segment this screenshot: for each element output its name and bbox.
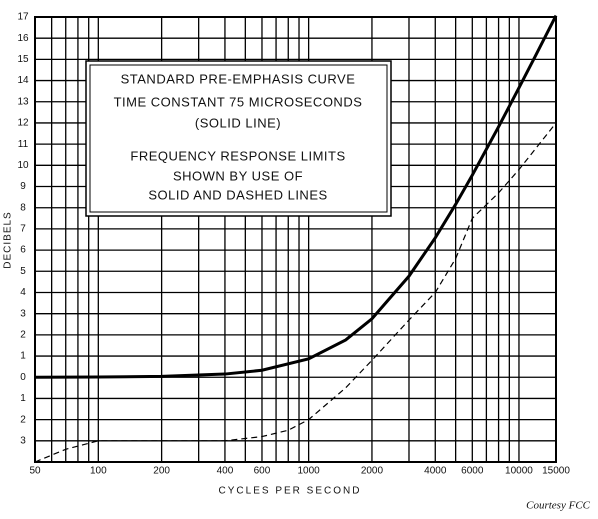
annotation: SHOWN BY USE OF bbox=[173, 168, 303, 183]
x-tick-label: 100 bbox=[90, 466, 107, 477]
y-tick-label: 13 bbox=[17, 96, 29, 107]
y-tick-label: 12 bbox=[17, 118, 29, 129]
y-tick-label: 8 bbox=[20, 202, 26, 213]
x-tick-label: 4000 bbox=[424, 466, 447, 477]
y-tick-label: 7 bbox=[20, 224, 26, 235]
y-tick-label: 5 bbox=[20, 266, 26, 277]
credit: Courtesy FCC bbox=[526, 500, 591, 512]
y-tick-label: 2 bbox=[20, 414, 26, 425]
y-axis-label: DECIBELS bbox=[3, 211, 14, 268]
y-tick-label: 3 bbox=[20, 308, 26, 319]
x-tick-label: 10000 bbox=[505, 466, 533, 477]
y-tick-label: 15 bbox=[17, 54, 29, 65]
annotation: FREQUENCY RESPONSE LIMITS bbox=[130, 148, 345, 163]
y-tick-label: 14 bbox=[17, 75, 29, 86]
y-tick-label: 3 bbox=[20, 435, 26, 446]
x-tick-label: 50 bbox=[29, 466, 41, 477]
x-tick-label: 400 bbox=[217, 466, 234, 477]
annotation-box-inner bbox=[89, 64, 388, 213]
x-tick-label: 6000 bbox=[461, 466, 484, 477]
y-tick-label: 0 bbox=[20, 372, 26, 383]
y-tick-label: 1 bbox=[20, 351, 26, 362]
y-tick-label: 4 bbox=[20, 287, 26, 298]
y-tick-label: 17 bbox=[17, 12, 29, 23]
y-tick-label: 10 bbox=[17, 160, 29, 171]
line bbox=[34, 14, 558, 379]
x-tick-label: 1000 bbox=[298, 466, 321, 477]
x-tick-label: 600 bbox=[254, 466, 271, 477]
x-tick-label: 2000 bbox=[361, 466, 384, 477]
annotation: (SOLID LINE) bbox=[195, 115, 281, 130]
annotation: SOLID AND DASHED LINES bbox=[148, 187, 327, 202]
annotation-box bbox=[85, 60, 392, 217]
annotation: STANDARD PRE-EMPHASIS CURVE bbox=[121, 71, 356, 86]
y-tick-label: 11 bbox=[18, 139, 29, 150]
y-tick-label: 1 bbox=[20, 393, 26, 404]
x-tick-label: 15000 bbox=[542, 466, 570, 477]
plot-frame bbox=[34, 16, 557, 463]
y-tick-label: 2 bbox=[20, 329, 26, 340]
x-tick-label: 200 bbox=[153, 466, 170, 477]
y-tick-label: 6 bbox=[20, 245, 26, 256]
y-tick-label: 16 bbox=[17, 33, 29, 44]
line bbox=[34, 122, 557, 463]
x-axis-label: CYCLES PER SECOND bbox=[219, 486, 362, 497]
y-tick-label: 9 bbox=[20, 181, 26, 192]
annotation: TIME CONSTANT 75 MICROSECONDS bbox=[114, 94, 363, 109]
